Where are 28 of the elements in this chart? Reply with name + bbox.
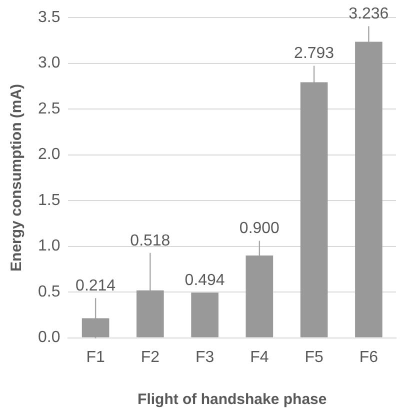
y-tick-label: 0.0 [38, 329, 60, 346]
data-label: 3.236 [348, 6, 389, 23]
y-tick-label: 3.0 [38, 54, 60, 72]
x-tick-label: F2 [140, 348, 160, 366]
y-tick-label: 1.5 [38, 192, 60, 209]
x-tick-label: F4 [250, 348, 269, 366]
bar [246, 255, 274, 338]
x-tick-label: F5 [304, 348, 324, 366]
x-tick-label: F3 [195, 348, 214, 366]
bar [136, 290, 164, 338]
y-tick-label: 0.5 [38, 283, 60, 300]
data-label: 0.900 [239, 220, 280, 238]
bar [355, 42, 382, 338]
y-tick-label: 2.5 [38, 100, 60, 118]
data-label: 0.214 [76, 278, 116, 294]
data-label: 0.518 [130, 232, 170, 250]
x-tick-label: F6 [359, 348, 378, 366]
data-label: 0.494 [184, 272, 225, 290]
x-tick-label: F1 [86, 348, 105, 366]
y-tick-label: 2.0 [38, 146, 60, 164]
x-axis-title: Flight of handshake phase [138, 391, 327, 408]
data-label: 2.793 [294, 45, 334, 62]
y-tick-label: 3.5 [38, 9, 60, 26]
bar [300, 82, 328, 338]
y-tick-label: 1.0 [38, 238, 60, 255]
bar [82, 318, 110, 338]
y-axis-title: Energy consumption (mA) [8, 84, 26, 272]
bar [191, 292, 218, 338]
